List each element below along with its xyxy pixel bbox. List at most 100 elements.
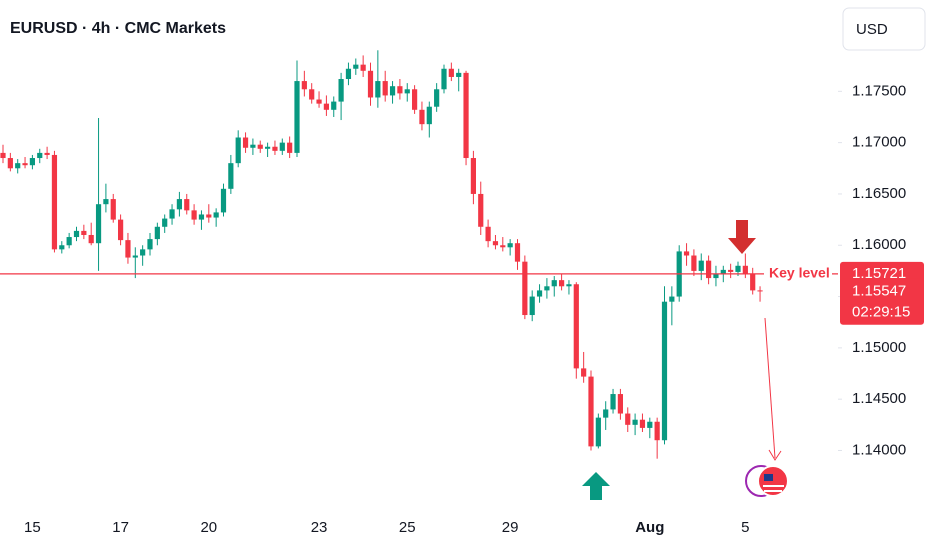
candle-body: [279, 142, 285, 151]
y-tick-label: 1.17000: [852, 134, 906, 151]
candle-body: [88, 234, 94, 244]
candle-body: [0, 152, 6, 159]
candle-body: [706, 260, 712, 279]
candle-body: [581, 368, 587, 377]
x-tick-label: 17: [112, 519, 129, 536]
candle-body: [367, 70, 374, 98]
candle-body: [603, 409, 609, 418]
candle-body: [287, 142, 293, 153]
candle-body: [110, 199, 116, 220]
candle-body: [536, 290, 543, 297]
candle-body: [125, 240, 131, 258]
candle-body: [103, 199, 109, 205]
x-tick-label: 20: [200, 519, 217, 536]
x-tick-label: 15: [24, 519, 41, 536]
candle-body: [301, 81, 307, 90]
candle-body: [492, 241, 499, 246]
candle-body: [720, 269, 726, 274]
candle-body: [7, 158, 13, 169]
candle-body: [434, 89, 440, 107]
candle-body: [191, 210, 197, 220]
candle-body: [154, 226, 160, 240]
y-tick-label: 1.15000: [852, 339, 906, 356]
y-tick-label: 1.16500: [852, 185, 906, 202]
candle-body: [272, 146, 278, 151]
candle-body: [683, 251, 690, 256]
candle-body: [647, 421, 653, 428]
x-tick-label: 29: [502, 519, 519, 536]
candle-body: [265, 146, 271, 149]
candle-body: [757, 290, 763, 292]
projection-line: [764, 317, 776, 459]
key-level-label-bg: [764, 263, 832, 284]
candle-body: [176, 199, 182, 210]
x-tick-label: 5: [741, 519, 749, 536]
key-level-label: Key level: [769, 265, 830, 281]
x-tick-label: Aug: [635, 519, 664, 536]
candle-body: [316, 99, 322, 104]
candle-body: [478, 193, 484, 227]
candle-body: [132, 255, 138, 258]
flag-canton: [764, 474, 773, 481]
candle-body: [500, 245, 506, 248]
candle-body: [742, 265, 748, 274]
candle-body: [661, 301, 668, 441]
candle-body: [250, 144, 256, 148]
x-tick-label: 23: [311, 519, 328, 536]
candle-body: [59, 245, 65, 250]
candle-body: [147, 239, 153, 250]
candle-body: [698, 260, 704, 271]
candle-body: [242, 137, 249, 148]
last-price-box: [840, 278, 924, 325]
candle-body: [228, 163, 234, 189]
candle-body: [485, 226, 491, 242]
candle-body: [220, 188, 227, 213]
candle-body: [404, 89, 410, 94]
candle-body: [95, 204, 102, 244]
up-arrow: [582, 472, 610, 500]
candle-body: [29, 158, 35, 166]
candle-body: [419, 109, 425, 125]
candle-body: [44, 152, 50, 155]
candle-body: [441, 68, 447, 90]
last-price: 1.15547: [852, 283, 906, 300]
key-level-price: 1.15721: [852, 265, 906, 282]
chart-title: EURUSD · 4h · CMC Markets: [10, 20, 226, 37]
candle-body: [566, 284, 572, 287]
candle-body: [198, 214, 205, 220]
candle-body: [382, 81, 388, 96]
candle-body: [610, 394, 616, 410]
candle-body: [463, 72, 469, 159]
candle-body: [632, 419, 638, 425]
candle-body: [595, 417, 601, 447]
candle-body: [522, 261, 528, 316]
candle-body: [544, 286, 550, 291]
candle-body: [617, 394, 623, 414]
candle-body: [412, 89, 418, 110]
countdown: 02:29:15: [852, 304, 910, 321]
candle-body: [514, 243, 521, 262]
candle-body: [81, 230, 87, 235]
candle-body: [559, 280, 565, 287]
candle-body: [162, 218, 168, 227]
candle-body: [206, 214, 212, 218]
candle-body: [448, 68, 454, 77]
candle-body: [639, 419, 646, 428]
currency-box[interactable]: [842, 7, 926, 51]
currency[interactable]: USD: [856, 21, 888, 38]
candle-body: [294, 81, 300, 153]
candle-body: [235, 137, 241, 164]
candle-body: [573, 284, 579, 369]
y-tick-label: 1.14000: [852, 441, 906, 458]
candle-body: [456, 72, 462, 77]
candle-body: [331, 101, 337, 110]
candle-body: [323, 103, 329, 110]
candle-body: [15, 163, 21, 169]
candle-body: [750, 273, 756, 291]
candle-body: [551, 280, 557, 287]
candle-body: [345, 68, 352, 80]
candle-body: [397, 86, 403, 94]
candle-body: [184, 199, 190, 211]
candle-body: [257, 144, 263, 149]
candle-body: [353, 64, 359, 69]
